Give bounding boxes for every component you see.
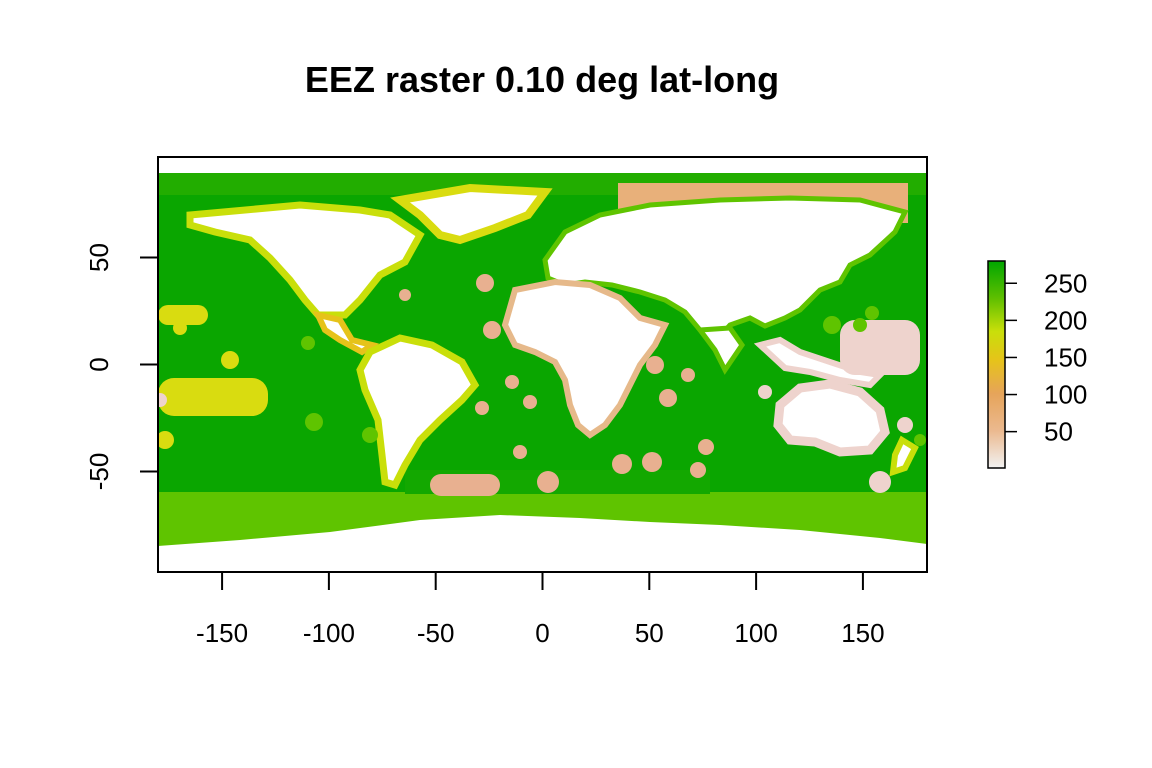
x-tick-label: -100 xyxy=(303,618,355,648)
africa xyxy=(501,278,670,439)
south-america xyxy=(356,334,480,490)
central-america xyxy=(312,310,380,356)
y-tick-label: -50 xyxy=(84,453,114,491)
legend-tick-label: 200 xyxy=(1044,305,1087,335)
x-tick-label: 0 xyxy=(535,618,549,648)
x-tick-label: -150 xyxy=(196,618,248,648)
x-axis: -150 -100 -50 0 50 100 150 xyxy=(196,572,885,648)
y-tick-label: 50 xyxy=(84,243,114,272)
india xyxy=(695,325,746,375)
legend-tick-label: 100 xyxy=(1044,380,1087,410)
legend-tick-label: 50 xyxy=(1044,417,1073,447)
x-tick-label: 150 xyxy=(841,618,884,648)
eez-raster xyxy=(158,173,927,572)
legend-colorbar xyxy=(987,260,1006,469)
new-zealand xyxy=(889,435,919,477)
x-tick-label: 50 xyxy=(635,618,664,648)
pacific-island-patches xyxy=(158,305,268,449)
misc-green-patches xyxy=(301,306,926,446)
antarctica xyxy=(158,515,927,572)
australia xyxy=(773,379,890,457)
north-america xyxy=(186,201,425,319)
greenland xyxy=(390,183,553,245)
x-tick-label: -50 xyxy=(417,618,455,648)
eurasia xyxy=(542,195,909,349)
chart-title: EEZ raster 0.10 deg lat-long xyxy=(305,59,779,100)
color-legend: 250 200 150 100 50 xyxy=(987,260,1087,469)
y-tick-label: 0 xyxy=(84,357,114,371)
legend-tick-label: 250 xyxy=(1044,268,1087,298)
y-axis: 50 0 -50 xyxy=(84,243,158,490)
legend-tick-label: 150 xyxy=(1044,342,1087,372)
x-tick-label: 100 xyxy=(734,618,777,648)
west-pacific-patches xyxy=(158,320,920,493)
atlantic-island-patches xyxy=(399,274,714,496)
